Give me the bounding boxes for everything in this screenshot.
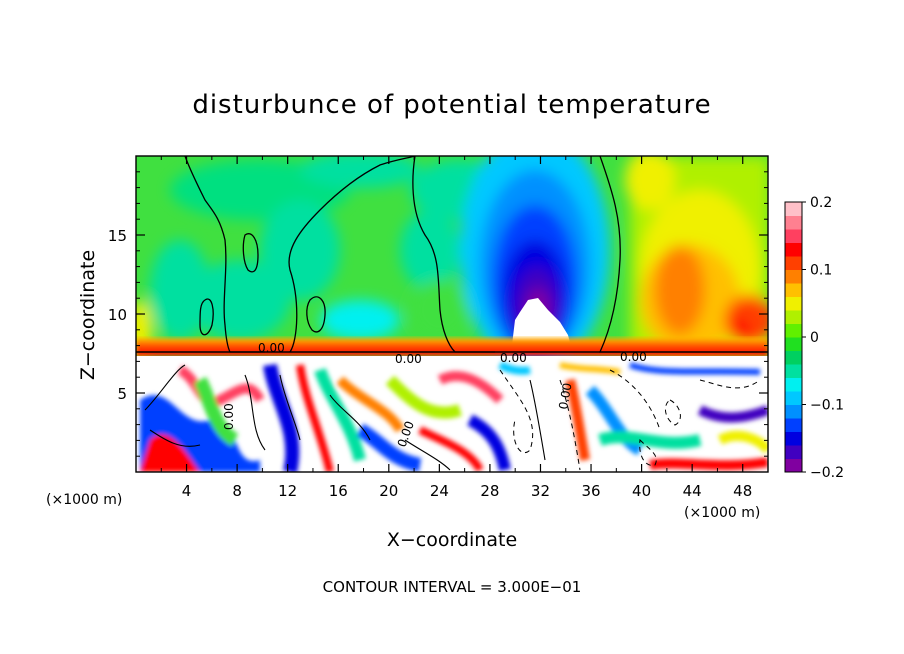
contour-label: 0.00 xyxy=(395,352,422,366)
colorbar-swatch xyxy=(785,256,802,270)
colorbar-swatch xyxy=(785,310,802,324)
colorbar-swatch xyxy=(785,283,802,297)
colorbar-swatch xyxy=(785,296,802,311)
contour-interval-annotation: CONTOUR INTERVAL = 3.000E−01 xyxy=(323,578,582,596)
x-tick-label: 40 xyxy=(632,482,651,500)
x-tick-label: 48 xyxy=(733,482,752,500)
y-tick-label: 10 xyxy=(108,306,127,324)
x-unit-left: (×1000 m) xyxy=(46,492,122,508)
x-tick-label: 28 xyxy=(480,482,499,500)
y-tick-label: 15 xyxy=(108,227,127,245)
x-tick-label: 4 xyxy=(182,482,192,500)
chart-title: disturbunce of potential temperature xyxy=(192,90,711,120)
x-tick-label: 24 xyxy=(430,482,449,500)
contour-label: 0.00 xyxy=(258,341,285,355)
x-tick-label: 44 xyxy=(683,482,702,500)
colorbar-swatch xyxy=(785,445,802,459)
x-tick-label: 20 xyxy=(379,482,398,500)
colorbar-swatch xyxy=(785,323,802,338)
colorbar-swatch xyxy=(785,269,802,284)
colorbar xyxy=(785,202,802,473)
colorbar-swatch xyxy=(785,431,802,446)
colorbar-swatch xyxy=(785,418,802,432)
colorbar-tick-label: 0 xyxy=(810,330,819,346)
colorbar-swatch xyxy=(785,350,802,365)
colorbar-swatch xyxy=(785,215,802,230)
lower-field xyxy=(136,356,768,472)
colorbar-swatch xyxy=(785,229,802,243)
x-axis: 4 8 12 16 20 24 28 32 36 40 44 48 xyxy=(160,156,752,500)
x-tick-label: 16 xyxy=(329,482,348,500)
x-tick-label: 36 xyxy=(581,482,600,500)
y-axis-label: Z−coordinate xyxy=(77,250,99,380)
colorbar-swatch xyxy=(785,242,802,257)
colorbar-swatch xyxy=(785,458,802,473)
x-tick-label: 12 xyxy=(278,482,297,500)
x-unit-right: (×1000 m) xyxy=(684,505,760,521)
upper-field xyxy=(136,156,768,356)
contour-label: 0.00 xyxy=(556,382,574,411)
colorbar-tick-label: 0.1 xyxy=(810,263,832,279)
colorbar-ticks: 0.2 0.1 0 −0.1 −0.2 xyxy=(802,195,844,481)
contour-labels: 0.00 0.00 0.00 0.00 0.00 0.00 0.00 xyxy=(222,341,647,449)
x-tick-label: 8 xyxy=(232,482,242,500)
colorbar-swatch xyxy=(785,404,802,419)
y-axis: 5 10 15 xyxy=(108,171,768,457)
y-tick-label: 5 xyxy=(117,385,127,403)
x-axis-label: X−coordinate xyxy=(387,529,517,551)
contour-label: 0.00 xyxy=(500,351,527,365)
colorbar-tick-label: −0.1 xyxy=(810,398,844,414)
colorbar-swatch xyxy=(785,377,802,392)
x-tick-label: 32 xyxy=(531,482,550,500)
colorbar-swatch xyxy=(785,391,802,405)
contour-label: 0.00 xyxy=(620,350,647,364)
colorbar-swatch xyxy=(785,202,802,216)
colorbar-tick-label: 0.2 xyxy=(810,195,832,211)
contour-label: 0.00 xyxy=(222,403,236,430)
colorbar-tick-label: −0.2 xyxy=(810,465,844,481)
colorbar-swatch xyxy=(785,364,802,378)
colorbar-swatch xyxy=(785,337,802,351)
heatmap-field: 0.00 0.00 0.00 0.00 0.00 0.00 0.00 xyxy=(136,156,768,472)
